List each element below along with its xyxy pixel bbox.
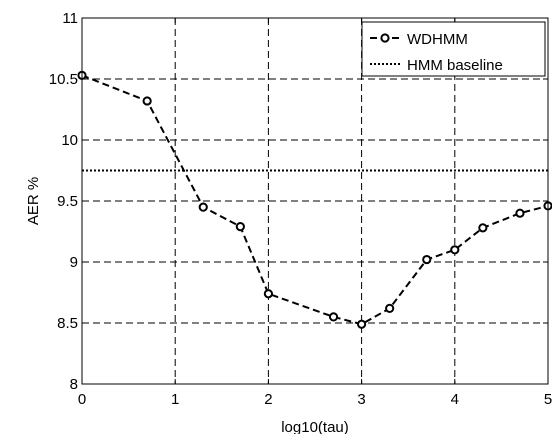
data-point-wdhmm: [422, 254, 432, 265]
data-point-wdhmm: [235, 222, 245, 232]
y-axis-label: AER %: [25, 177, 42, 225]
x-tick-label: 4: [451, 391, 459, 408]
x-tick-label: 2: [264, 391, 272, 408]
y-tick-label: 9.5: [57, 193, 78, 210]
data-point-wdhmm: [450, 245, 460, 255]
data-point-wdhmm: [385, 303, 395, 313]
y-tick-label: 10.5: [49, 71, 78, 88]
x-tick-label: 1: [171, 391, 179, 408]
y-tick-label: 8: [70, 376, 78, 393]
data-point-wdhmm: [357, 319, 367, 329]
legend: WDHMM HMM baseline: [361, 21, 546, 77]
data-point-wdhmm: [142, 96, 152, 106]
ticks: 0 1 2 3 4 5 8 8.5 9 9.5 10 10.5 11: [49, 10, 552, 408]
x-tick-label: 3: [357, 391, 365, 408]
legend-box: [361, 21, 546, 77]
x-axis-label: log10(tau): [281, 419, 349, 434]
data-point-wdhmm: [515, 208, 525, 218]
y-tick-label: 9: [70, 254, 78, 271]
y-tick-label: 11: [62, 10, 78, 27]
y-tick-label: 10: [61, 132, 78, 149]
legend-label-wdhmm: WDHMM: [407, 31, 468, 48]
legend-marker-wdhmm: [380, 33, 390, 43]
grid: [82, 18, 548, 384]
data-point-wdhmm: [198, 202, 208, 212]
series-layer: [77, 70, 552, 329]
legend-label-hmm-baseline: HMM baseline: [407, 57, 503, 74]
data-point-wdhmm: [328, 312, 339, 322]
x-tick-label: 0: [78, 391, 86, 408]
y-tick-label: 8.5: [57, 315, 78, 332]
data-point-wdhmm: [263, 289, 273, 299]
data-point-wdhmm: [478, 223, 488, 233]
x-tick-label: 5: [544, 391, 552, 408]
